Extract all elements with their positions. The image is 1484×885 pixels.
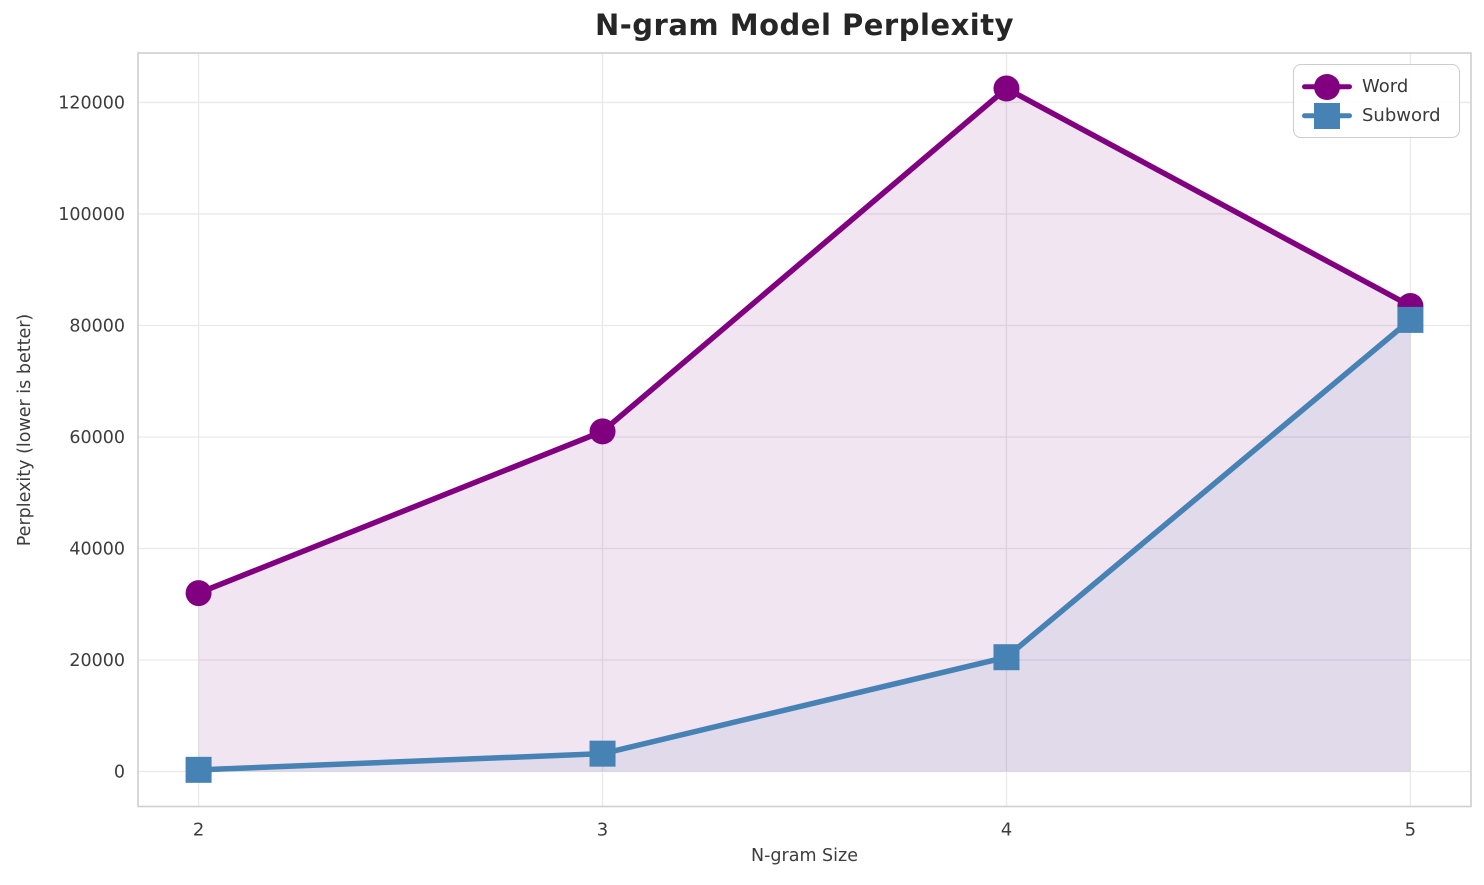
legend: Word Subword: [1293, 64, 1460, 138]
word-data-point: [185, 580, 212, 607]
subword-series-line: [195, 317, 1414, 773]
y-tick-label: 60000: [69, 428, 125, 448]
subword-data-point: [1397, 306, 1424, 333]
word-data-point: [589, 418, 616, 445]
y-tick-label: 0: [114, 762, 125, 782]
x-tick-label: 3: [597, 820, 608, 841]
y-tick-label: 80000: [69, 316, 125, 336]
legend-label-word: Word: [1362, 76, 1409, 97]
word-data-point: [993, 75, 1020, 102]
legend-item-subword: Subword: [1302, 101, 1447, 130]
x-tick-label: 5: [1405, 820, 1416, 841]
x-axis-label: N-gram Size: [751, 846, 858, 866]
subword-data-point: [589, 740, 616, 767]
subword-data-point: [993, 644, 1020, 671]
y-tick-label: 120000: [58, 93, 125, 113]
y-tick-label: 20000: [69, 651, 125, 671]
x-tick-label: 2: [193, 820, 204, 841]
chart-title: N-gram Model Perplexity: [594, 8, 1014, 42]
plot-border: [137, 52, 1472, 808]
subword-square-marker-icon: [1314, 102, 1340, 129]
word-legend-glyph: [1302, 73, 1352, 101]
x-tick-label: 4: [1001, 820, 1012, 841]
legend-label-subword: Subword: [1362, 105, 1441, 126]
subword-data-point: [185, 756, 212, 783]
word-circle-marker-icon: [1314, 73, 1340, 100]
subword-legend-glyph: [1302, 102, 1352, 130]
subword-area-fill: [198, 319, 1411, 772]
legend-item-word: Word: [1302, 72, 1447, 101]
y-tick-label: 100000: [58, 205, 125, 225]
y-tick-label: 40000: [69, 539, 125, 559]
word-area-fill: [198, 88, 1411, 772]
word-series-line: [195, 85, 1414, 596]
